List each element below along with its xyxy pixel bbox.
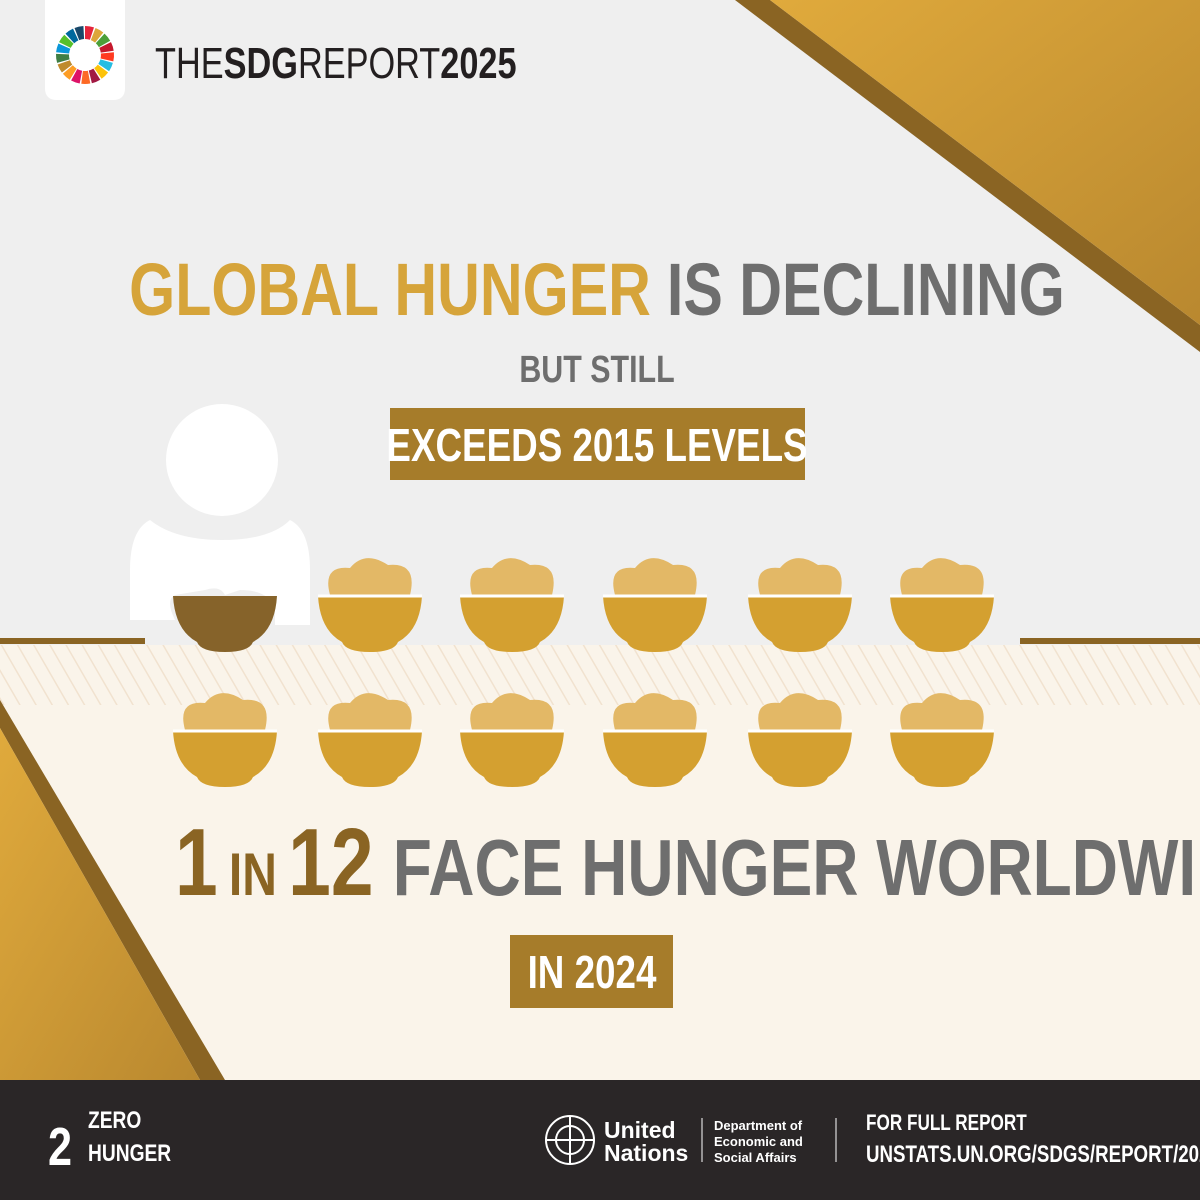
report-url: UNSTATS.UN.ORG/SDGS/REPORT/2025 (866, 1141, 1200, 1168)
food-bowl (173, 693, 277, 787)
wheel-segment (71, 69, 83, 84)
headline-rest: IS DECLINING (667, 249, 1065, 332)
food (758, 558, 842, 595)
wheel-segment (99, 42, 114, 53)
empty-bowl (173, 596, 277, 652)
goal-number: 2 (48, 1118, 72, 1178)
table-line (0, 638, 145, 644)
wheel-segment (90, 28, 104, 43)
food (328, 558, 412, 595)
wheel-segment (62, 65, 77, 80)
wheel-segment (81, 70, 91, 85)
wheel-segment (85, 25, 94, 40)
food-bowl (890, 558, 994, 652)
corner-stripe (735, 0, 1200, 352)
footer (0, 1080, 1200, 1200)
logo-part: REPORT (298, 39, 440, 88)
stat-one: 1 (175, 809, 218, 916)
food (470, 558, 554, 595)
bowl (890, 731, 994, 787)
food-bowl (460, 693, 564, 787)
corner-gold (770, 0, 1200, 325)
bowl (603, 731, 707, 787)
department: Department of (714, 1118, 803, 1133)
wheel-segment (65, 28, 79, 44)
food-bowl (318, 693, 422, 787)
corner-stripe (0, 700, 225, 1080)
goal-name: HUNGER (88, 1139, 171, 1167)
wheel-segment (56, 43, 71, 54)
bowl (748, 596, 852, 652)
logo-part: SDG (224, 39, 298, 88)
corner-gold (0, 728, 200, 1080)
bowl (460, 731, 564, 787)
food (900, 693, 984, 730)
logo-part: THE (155, 39, 224, 88)
wheel-segment (100, 52, 115, 62)
un-emblem (545, 1115, 595, 1165)
year-banner: IN 2024 (528, 946, 657, 998)
food-bowl (748, 693, 852, 787)
food (470, 693, 554, 730)
wheel-segment (55, 53, 70, 63)
wheel-segment (98, 59, 113, 72)
stat-twelve: 12 (288, 809, 373, 916)
bowl (173, 731, 277, 787)
bowl (173, 596, 277, 652)
wheel-segment (88, 68, 101, 84)
bowl (460, 596, 564, 652)
bowl (748, 731, 852, 787)
bowl (890, 596, 994, 652)
food (183, 693, 267, 730)
bowl (318, 731, 422, 787)
stat: 1 IN 12 FACE HUNGER WORLDWIDE (175, 809, 1200, 916)
bowls (173, 558, 994, 787)
goal-name: ZERO (88, 1106, 141, 1134)
food (328, 693, 412, 730)
food (900, 558, 984, 595)
logo-part: 2025 (440, 39, 516, 88)
bowl (318, 596, 422, 652)
food-bowl (603, 558, 707, 652)
wheel-segment (57, 60, 73, 73)
food (613, 693, 697, 730)
food-bowl (748, 558, 852, 652)
person-icon (130, 404, 310, 625)
wheel-segment (59, 34, 74, 48)
department: Economic and (714, 1134, 803, 1149)
hatch-band (0, 645, 1200, 705)
year-box (510, 935, 673, 1008)
report-label: FOR FULL REPORT (866, 1111, 1027, 1136)
banner: EXCEEDS 2015 LEVELS (386, 419, 807, 471)
food (758, 693, 842, 730)
logo: THESDGREPORT2025 (155, 39, 517, 88)
stat-rest: FACE HUNGER WORLDWIDE (393, 823, 1200, 912)
department: Social Affairs (714, 1150, 797, 1165)
wheel-segment (74, 26, 85, 41)
food-bowl (890, 693, 994, 787)
food-bowl (460, 558, 564, 652)
table-line (1020, 638, 1200, 644)
sdg-wheel (55, 25, 115, 85)
subline: BUT STILL (519, 349, 674, 391)
food-bowl (318, 558, 422, 652)
headline-highlight: GLOBAL HUNGER (129, 249, 651, 332)
wheel-segment (94, 64, 109, 79)
un-name: Nations (604, 1140, 688, 1166)
food-bowl (603, 693, 707, 787)
banner-box (390, 408, 805, 480)
headline: GLOBAL HUNGER IS DECLINING (129, 249, 1065, 332)
bowl (603, 596, 707, 652)
un-name: United (604, 1117, 676, 1143)
wheel-segment (95, 33, 111, 48)
logo-text: THESDGREPORT2025 (155, 39, 517, 88)
food (613, 558, 697, 595)
stat-in: IN (229, 841, 277, 908)
